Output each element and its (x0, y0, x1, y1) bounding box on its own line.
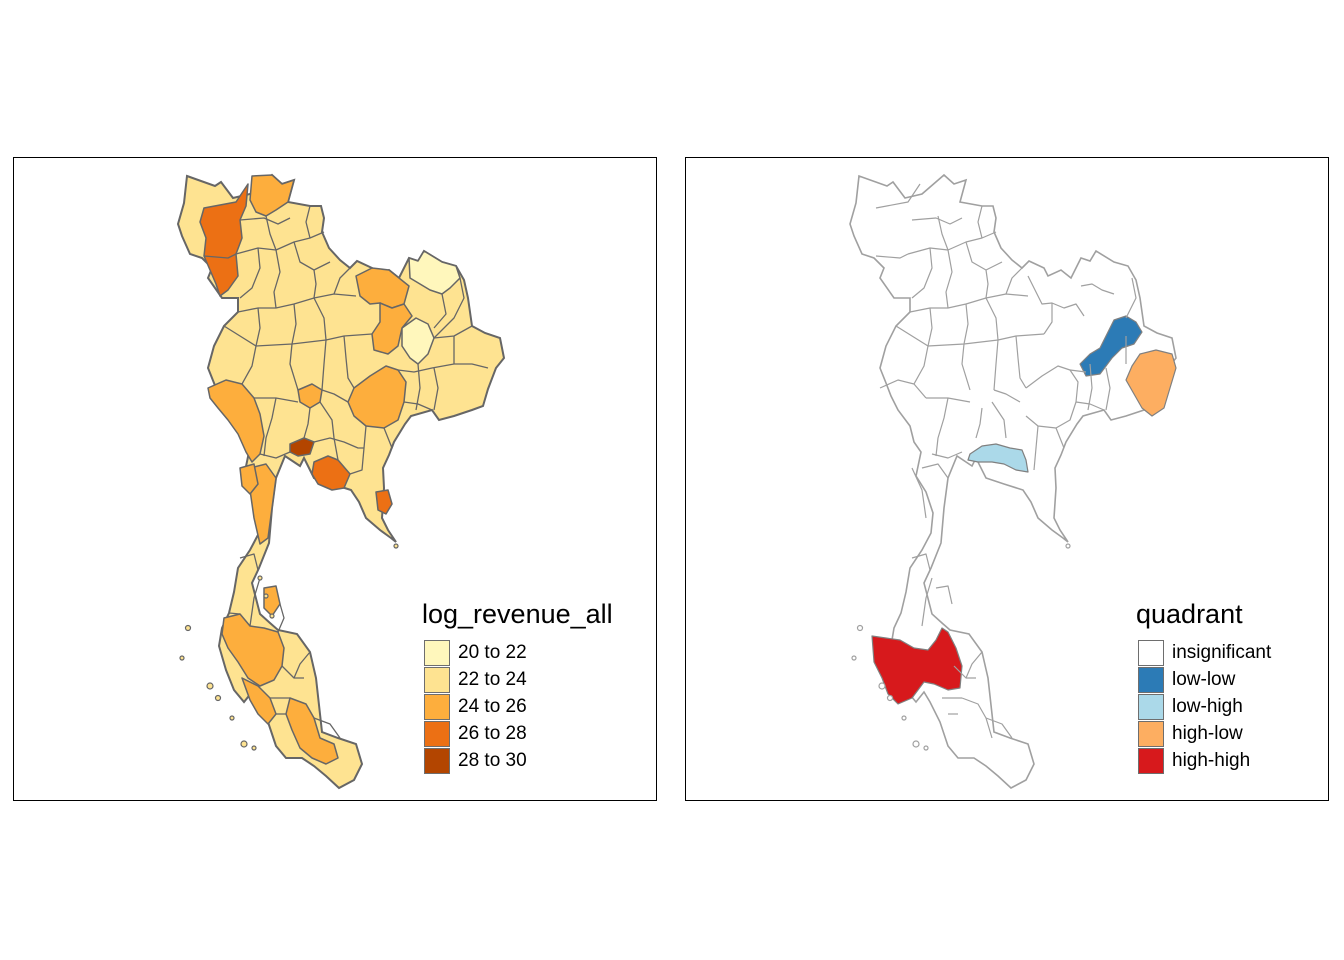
legend-swatch (424, 693, 450, 720)
legend-swatch (424, 666, 450, 693)
province-fills (199, 174, 461, 765)
island-dots (851, 543, 1071, 751)
province-south-strip (263, 585, 281, 617)
quadrant-map-panel: quadrant insignificant low-low low-high … (685, 157, 1329, 801)
legend-item: 28 to 30 (424, 747, 613, 774)
cluster-low-low (1079, 315, 1143, 377)
island-dots (179, 543, 399, 751)
quadrant-legend: quadrant insignificant low-low low-high … (1136, 598, 1271, 774)
legend-item: high-low (1138, 720, 1271, 747)
province-south-peninsula (221, 613, 285, 687)
province-ne-light (408, 250, 461, 295)
cluster-high-low (1125, 349, 1177, 417)
revenue-map-panel: log_revenue_all 20 to 22 22 to 24 24 to … (13, 157, 657, 801)
province-west (207, 379, 265, 463)
province-deep-south (285, 697, 339, 765)
legend-swatch (1138, 666, 1164, 693)
province-south-peninsula-2 (241, 677, 277, 725)
legend-swatch (424, 639, 450, 666)
cluster-low-high (967, 443, 1029, 473)
legend-item: 24 to 26 (424, 693, 613, 720)
legend-title: log_revenue_all (422, 599, 613, 629)
legend-label: high-high (1172, 749, 1251, 771)
province-central-strip (239, 463, 259, 495)
legend-swatch (1138, 747, 1164, 774)
legend-label: high-low (1172, 722, 1243, 744)
legend-swatch (424, 720, 450, 747)
province-borders (875, 183, 1137, 739)
province-borders (203, 205, 489, 739)
legend-label: low-low (1172, 668, 1236, 690)
legend-label: 28 to 30 (458, 749, 527, 771)
province-ne-south (347, 365, 407, 429)
quadrant-fills (871, 315, 1177, 705)
legend-swatch (1138, 720, 1164, 747)
province-northwest (199, 183, 249, 297)
legend-item: high-high (1138, 747, 1271, 774)
legend-item: low-high (1138, 693, 1271, 720)
province-ne-light-2 (401, 317, 435, 365)
legend-items: insignificant low-low low-high high-low … (1138, 639, 1271, 774)
legend-title: quadrant (1136, 599, 1243, 629)
legend-label: 26 to 28 (458, 722, 527, 744)
legend-swatch (1138, 639, 1164, 666)
revenue-legend: log_revenue_all 20 to 22 22 to 24 24 to … (422, 598, 613, 774)
province-ne-mid (371, 302, 413, 355)
legend-label: 22 to 24 (458, 668, 527, 690)
legend-label: low-high (1172, 695, 1243, 717)
legend-item: 26 to 28 (424, 720, 613, 747)
legend-swatch (1138, 693, 1164, 720)
province-central-east (311, 455, 351, 491)
legend-items: 20 to 22 22 to 24 24 to 26 26 to 28 28 t… (424, 639, 613, 774)
revenue-choropleth-map (177, 174, 505, 789)
legend-swatch (424, 747, 450, 774)
legend-item: insignificant (1138, 639, 1271, 666)
legend-item: 22 to 24 (424, 666, 613, 693)
legend-label: 24 to 26 (458, 695, 527, 717)
legend-item: low-low (1138, 666, 1271, 693)
province-far-north (249, 174, 295, 217)
legend-item: 20 to 22 (424, 639, 613, 666)
legend-label: 20 to 22 (458, 641, 527, 663)
province-east-coast (375, 489, 393, 515)
legend-label: insignificant (1172, 641, 1272, 663)
quadrant-lisa-map (849, 174, 1177, 789)
